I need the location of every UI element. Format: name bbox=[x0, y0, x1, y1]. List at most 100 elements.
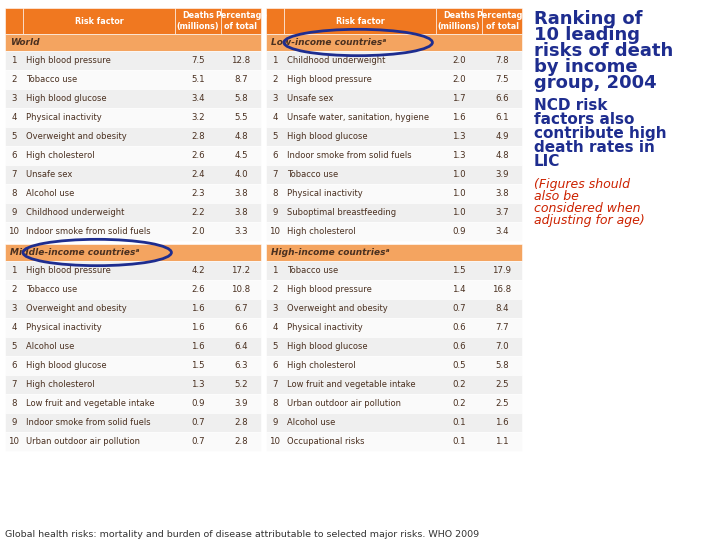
Bar bbox=[5, 108, 261, 127]
Bar bbox=[436, 8, 482, 34]
Text: 4: 4 bbox=[272, 113, 278, 122]
Text: 4.2: 4.2 bbox=[192, 266, 204, 275]
Text: 5: 5 bbox=[12, 342, 17, 351]
Text: 4: 4 bbox=[12, 323, 17, 332]
Text: Indoor smoke from solid fuels: Indoor smoke from solid fuels bbox=[26, 418, 150, 427]
Bar bbox=[5, 89, 261, 108]
Bar bbox=[266, 34, 522, 51]
Text: 5: 5 bbox=[12, 132, 17, 141]
Text: Urban outdoor air pollution: Urban outdoor air pollution bbox=[287, 399, 401, 408]
Bar bbox=[5, 203, 261, 222]
Text: 0.6: 0.6 bbox=[452, 342, 466, 351]
Text: 3.9: 3.9 bbox=[495, 170, 509, 179]
Text: 2: 2 bbox=[272, 75, 278, 84]
Text: 0.1: 0.1 bbox=[452, 418, 466, 427]
Text: High cholesterol: High cholesterol bbox=[287, 227, 356, 236]
Text: Overweight and obesity: Overweight and obesity bbox=[287, 304, 388, 313]
Text: 6: 6 bbox=[12, 151, 17, 160]
Text: Low fruit and vegetable intake: Low fruit and vegetable intake bbox=[287, 380, 415, 389]
Bar bbox=[266, 108, 522, 127]
Text: 0.1: 0.1 bbox=[452, 437, 466, 446]
Text: 3.9: 3.9 bbox=[234, 399, 248, 408]
Text: High blood glucose: High blood glucose bbox=[26, 361, 107, 370]
Text: Overweight and obesity: Overweight and obesity bbox=[26, 132, 127, 141]
Text: High blood pressure: High blood pressure bbox=[26, 266, 111, 275]
Text: 3.8: 3.8 bbox=[234, 208, 248, 217]
Text: by income: by income bbox=[534, 58, 638, 76]
Bar bbox=[266, 244, 522, 261]
Text: 6: 6 bbox=[12, 361, 17, 370]
Text: Childhood underweight: Childhood underweight bbox=[26, 208, 125, 217]
Text: 10: 10 bbox=[9, 437, 19, 446]
Text: 6.3: 6.3 bbox=[234, 361, 248, 370]
Bar bbox=[5, 222, 261, 241]
Text: 7.5: 7.5 bbox=[192, 56, 204, 65]
Text: 0.9: 0.9 bbox=[192, 399, 204, 408]
Text: 9: 9 bbox=[12, 418, 17, 427]
Text: 8: 8 bbox=[12, 189, 17, 198]
Text: 7: 7 bbox=[272, 170, 278, 179]
Bar bbox=[5, 184, 261, 203]
Text: 8: 8 bbox=[272, 399, 278, 408]
Text: 12.8: 12.8 bbox=[231, 56, 251, 65]
Text: 7.7: 7.7 bbox=[495, 323, 509, 332]
Text: (Figures should: (Figures should bbox=[534, 178, 630, 191]
Text: 1.0: 1.0 bbox=[452, 208, 466, 217]
Text: 5.8: 5.8 bbox=[495, 361, 509, 370]
Bar bbox=[266, 222, 522, 241]
Text: Alcohol use: Alcohol use bbox=[26, 342, 74, 351]
Text: Indoor smoke from solid fuels: Indoor smoke from solid fuels bbox=[287, 151, 412, 160]
Text: Childhood underweight: Childhood underweight bbox=[287, 56, 385, 65]
Text: 2.5: 2.5 bbox=[495, 399, 509, 408]
Bar bbox=[5, 8, 23, 34]
Bar bbox=[266, 356, 522, 375]
Text: 7: 7 bbox=[12, 170, 17, 179]
Bar bbox=[5, 34, 261, 51]
Text: factors also: factors also bbox=[534, 112, 634, 127]
Text: 6.6: 6.6 bbox=[495, 94, 509, 103]
Text: 2.0: 2.0 bbox=[452, 75, 466, 84]
Bar bbox=[5, 299, 261, 318]
Text: 4.9: 4.9 bbox=[495, 132, 509, 141]
Text: 6: 6 bbox=[272, 361, 278, 370]
Text: 6.7: 6.7 bbox=[234, 304, 248, 313]
Text: considered when: considered when bbox=[534, 202, 641, 215]
Text: High cholesterol: High cholesterol bbox=[26, 380, 94, 389]
Text: 5.8: 5.8 bbox=[234, 94, 248, 103]
Text: 1.0: 1.0 bbox=[452, 189, 466, 198]
Text: Physical inactivity: Physical inactivity bbox=[26, 323, 102, 332]
Bar bbox=[5, 318, 261, 337]
Text: Urban outdoor air pollution: Urban outdoor air pollution bbox=[26, 437, 140, 446]
Text: 0.7: 0.7 bbox=[192, 437, 204, 446]
Bar bbox=[5, 413, 261, 432]
Text: Tobacco use: Tobacco use bbox=[287, 266, 338, 275]
Text: 4: 4 bbox=[12, 113, 17, 122]
Text: Unsafe water, sanitation, hygiene: Unsafe water, sanitation, hygiene bbox=[287, 113, 429, 122]
Bar bbox=[266, 70, 522, 89]
Text: 0.9: 0.9 bbox=[452, 227, 466, 236]
Text: 2: 2 bbox=[12, 75, 17, 84]
Text: Physical inactivity: Physical inactivity bbox=[287, 323, 363, 332]
Text: 3.7: 3.7 bbox=[495, 208, 509, 217]
Text: Low-income countriesᵃ: Low-income countriesᵃ bbox=[271, 38, 387, 47]
Bar bbox=[5, 51, 261, 70]
Text: contribute high: contribute high bbox=[534, 126, 667, 141]
Text: 4.8: 4.8 bbox=[495, 151, 509, 160]
Text: 5: 5 bbox=[272, 132, 278, 141]
Bar bbox=[266, 184, 522, 203]
Text: 1.5: 1.5 bbox=[192, 361, 204, 370]
Text: High blood glucose: High blood glucose bbox=[26, 94, 107, 103]
Text: Low fruit and vegetable intake: Low fruit and vegetable intake bbox=[26, 399, 155, 408]
Text: 16.8: 16.8 bbox=[492, 285, 512, 294]
Text: 5.5: 5.5 bbox=[234, 113, 248, 122]
Bar bbox=[23, 8, 175, 34]
Bar bbox=[221, 8, 261, 34]
Text: 1.6: 1.6 bbox=[495, 418, 509, 427]
Text: 0.2: 0.2 bbox=[452, 399, 466, 408]
Bar bbox=[5, 337, 261, 356]
Text: 3: 3 bbox=[272, 94, 278, 103]
Bar bbox=[266, 8, 284, 34]
Text: High-income countriesᵃ: High-income countriesᵃ bbox=[271, 248, 390, 257]
Text: 0.7: 0.7 bbox=[452, 304, 466, 313]
Text: 8.4: 8.4 bbox=[495, 304, 509, 313]
